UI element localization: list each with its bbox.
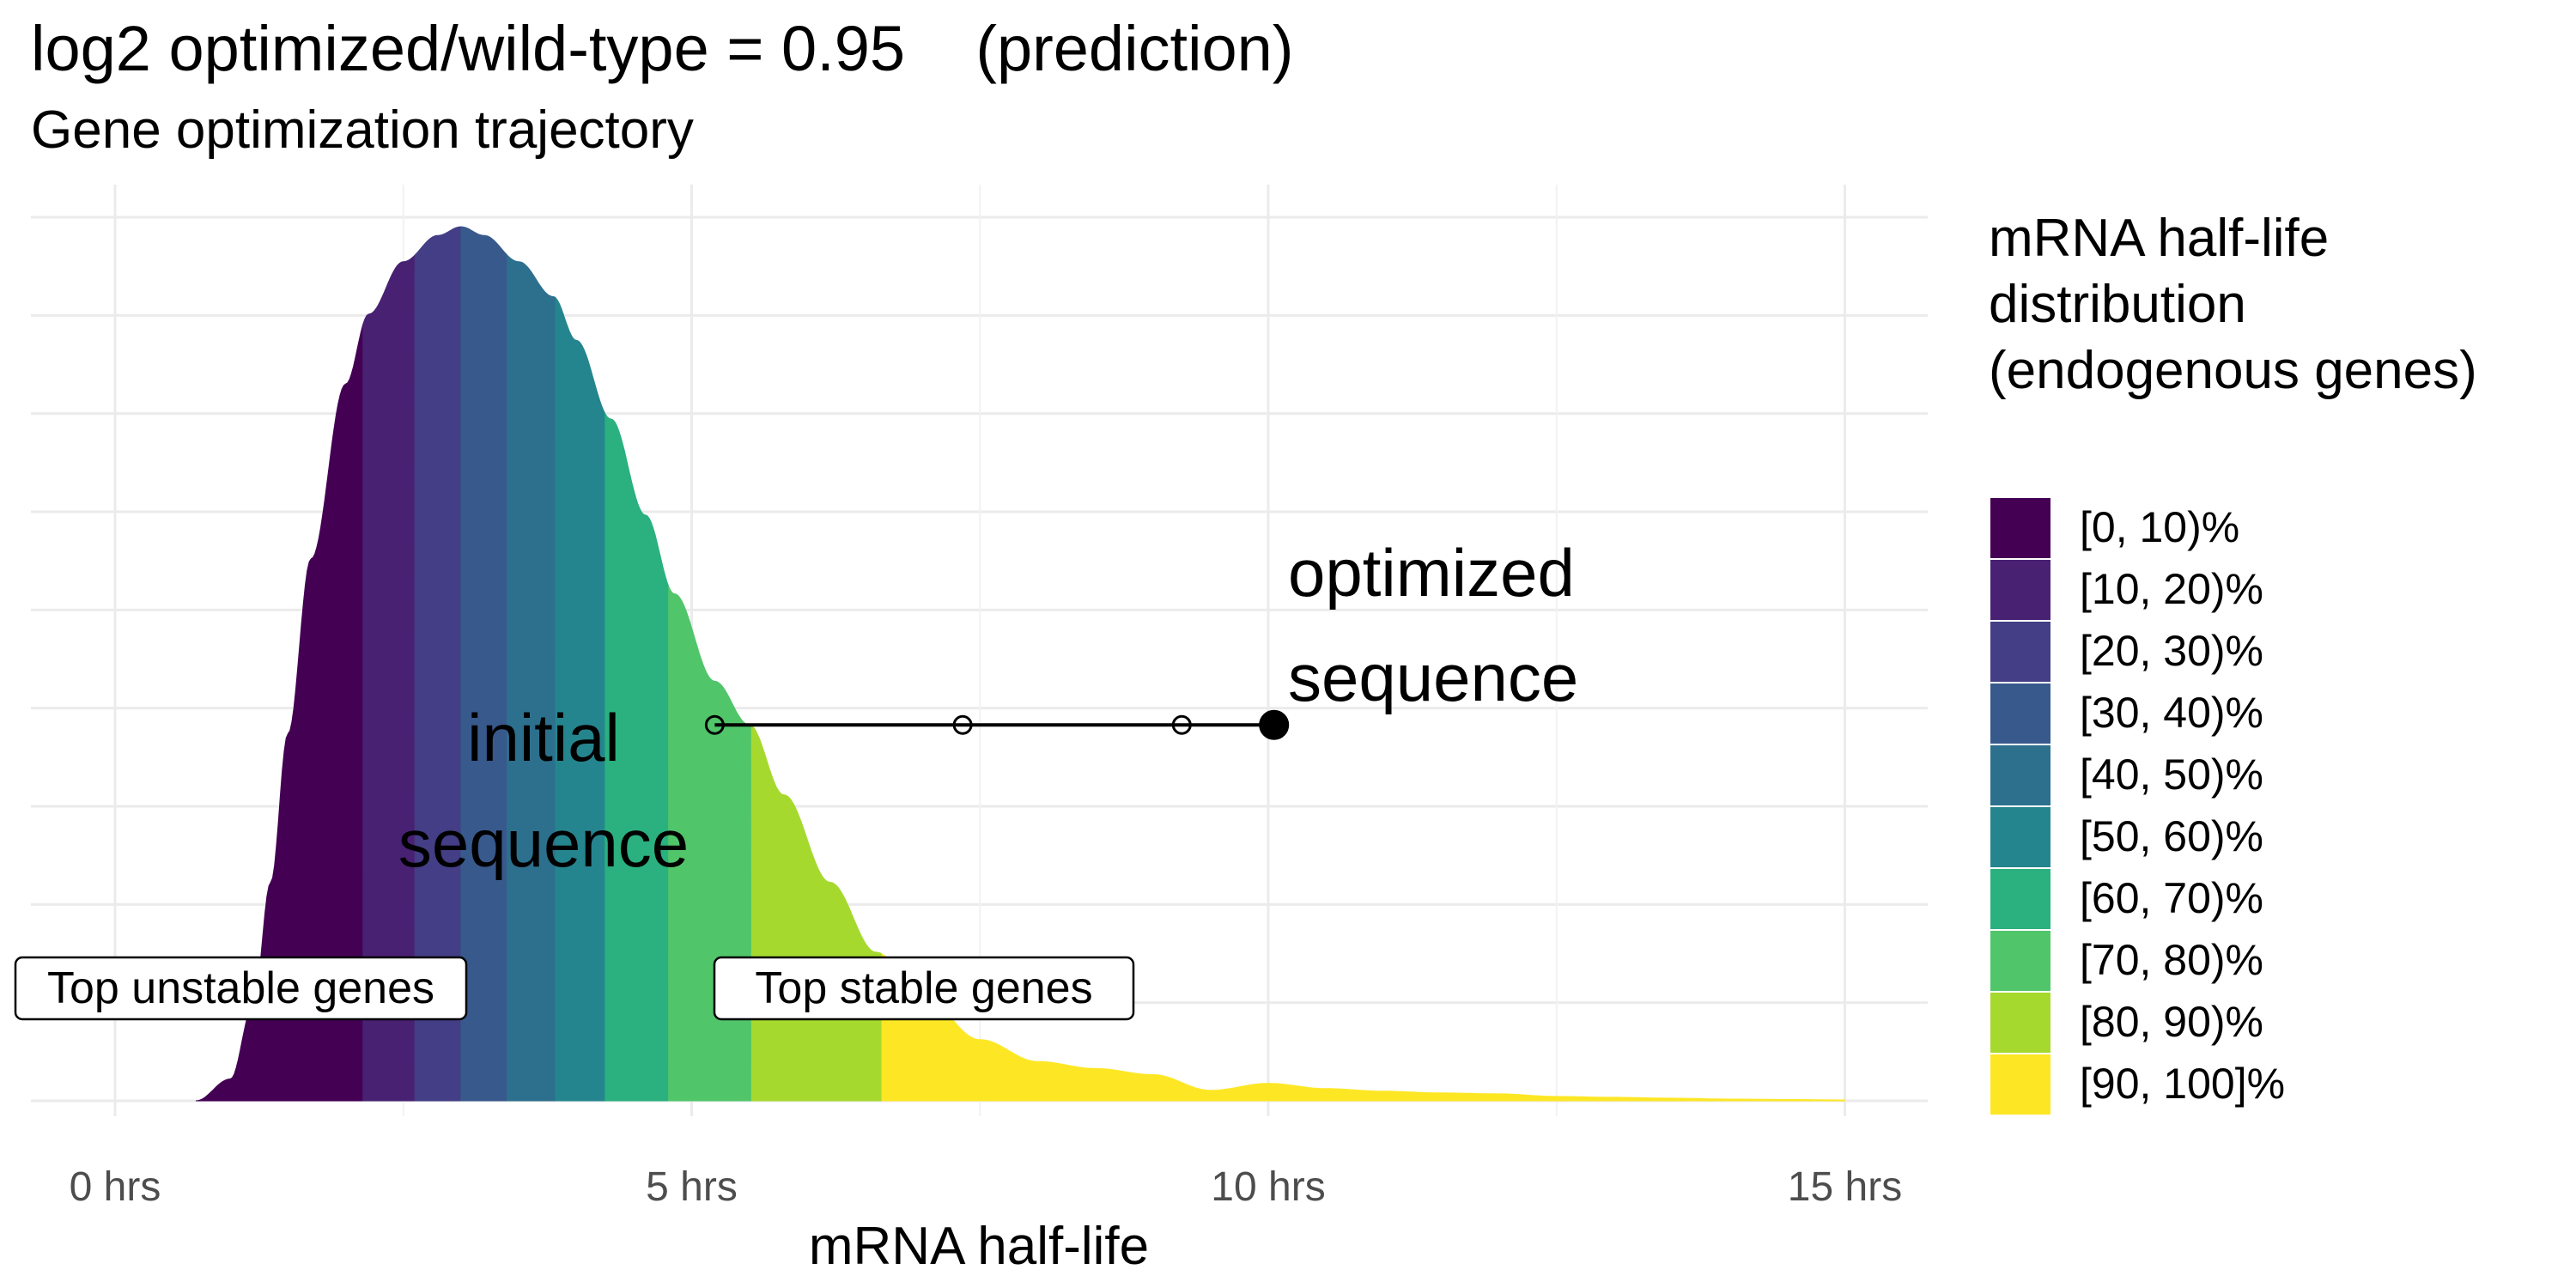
legend-title: mRNA half-life	[1989, 209, 2329, 268]
optimized-sequence-label: optimized	[1288, 535, 1575, 611]
legend-label: [90, 100]%	[2080, 1060, 2285, 1108]
initial-sequence-label: initial	[467, 700, 620, 775]
density-band	[881, 952, 1845, 1102]
legend-label: [50, 60)%	[2080, 812, 2263, 860]
density-band	[362, 253, 416, 1102]
legend-swatch	[1990, 993, 2050, 1053]
density-band	[507, 253, 556, 1102]
x-tick-label: 5 hrs	[646, 1164, 738, 1210]
legend-title: (endogenous genes)	[1989, 341, 2477, 400]
x-tick-label: 15 hrs	[1788, 1164, 1902, 1210]
chart-title: log2 optimized/wild-type = 0.95 (predict…	[31, 13, 1294, 84]
legend-swatch	[1990, 807, 2050, 867]
legend-swatch	[1990, 931, 2050, 991]
legend-swatch	[1990, 683, 2050, 744]
x-tick-label: 0 hrs	[70, 1164, 161, 1210]
annotations: Top unstable genes Top stable genes	[14, 956, 1135, 1021]
legend-title: distribution	[1989, 275, 2246, 334]
legend-swatch	[1990, 622, 2050, 682]
annotation-text: Top stable genes	[755, 963, 1092, 1013]
x-tick-label: 10 hrs	[1211, 1164, 1325, 1210]
legend-swatch	[1990, 745, 2050, 805]
density-band	[605, 412, 670, 1102]
density-band	[555, 296, 606, 1102]
legend-label: [80, 90)%	[2080, 998, 2263, 1046]
chart-subtitle: Gene optimization trajectory	[31, 100, 694, 160]
legend-label: [30, 40)%	[2080, 689, 2263, 737]
optimized-sequence-label: sequence	[1288, 640, 1578, 715]
initial-sequence-label: sequence	[398, 805, 689, 881]
density-band	[195, 324, 364, 1102]
legend-label: [70, 80)%	[2080, 936, 2263, 984]
legend-label: [0, 10)%	[2080, 503, 2239, 551]
trajectory-point	[704, 714, 725, 735]
legend-label: [60, 70)%	[2080, 874, 2263, 922]
legend-label: [40, 50)%	[2080, 750, 2263, 799]
x-axis-ticks: 0 hrs 5 hrs 10 hrs 15 hrs	[70, 1164, 1903, 1210]
trajectory-point	[952, 714, 973, 735]
legend-swatch	[1990, 869, 2050, 929]
legend-label: [10, 20)%	[2080, 565, 2263, 613]
x-axis-label: mRNA half-life	[809, 1217, 1149, 1276]
trajectory: initial sequence optimized sequence	[398, 535, 1578, 881]
legend-swatch	[1990, 498, 2050, 558]
legend: mRNA half-life distribution (endogenous ge…	[1989, 209, 2477, 1115]
trajectory-end-point	[1259, 709, 1290, 740]
legend-swatch	[1990, 1054, 2050, 1115]
annotation-label: Top unstable genes	[14, 956, 468, 1021]
density-band	[460, 226, 508, 1102]
annotation-box	[14, 956, 468, 1021]
annotation-box	[713, 956, 1135, 1021]
legend-swatch	[1990, 560, 2050, 620]
annotation-label: Top stable genes	[713, 956, 1135, 1021]
legend-label: [20, 30)%	[2080, 627, 2263, 675]
density-band	[750, 724, 883, 1102]
trajectory-point	[1171, 714, 1192, 735]
annotation-text: Top unstable genes	[47, 963, 434, 1013]
density-band	[414, 226, 462, 1102]
